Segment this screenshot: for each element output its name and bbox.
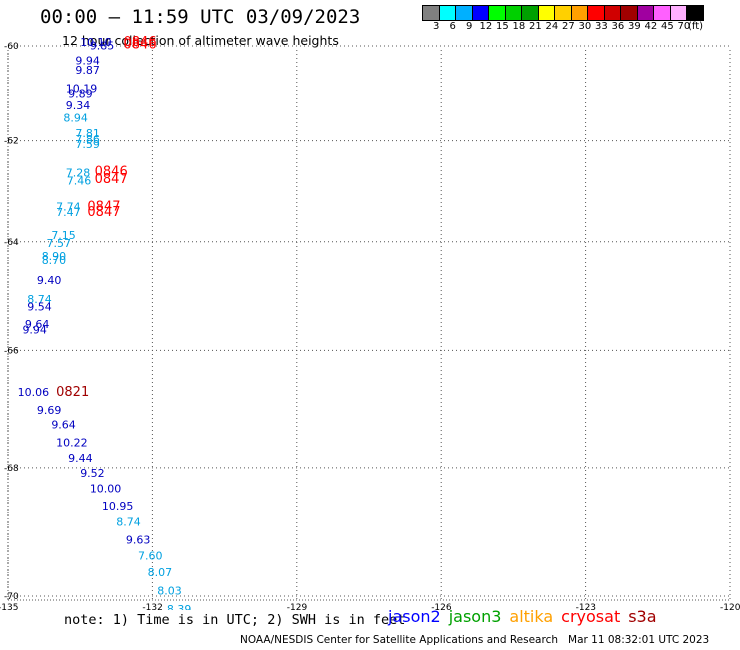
wave-height-value: 7.59	[75, 138, 100, 151]
time-labels: 08460846084608470847084708210820	[56, 35, 157, 400]
pass-time-label: 0847	[95, 172, 128, 187]
wave-height-value: 7.74	[56, 201, 80, 214]
wave-height-value: 10.95	[102, 500, 134, 513]
color-scale-label: 12	[479, 21, 493, 32]
wave-height-value: 9.89	[68, 87, 93, 100]
mission-s3a: s3a	[628, 607, 657, 626]
wave-height-map: -60 -62 -64 -66 -68 -70-135 -132 -129 -126 -123 -1…	[0, 35, 740, 610]
graticule	[7, 45, 731, 600]
color-scale-label: 39	[628, 21, 641, 32]
pass-time-label: 0846	[95, 164, 128, 179]
wave-height-value: 9.69	[37, 404, 62, 417]
wave-height-value: 9.64	[25, 318, 49, 331]
wave-height-value: 7.86	[75, 133, 100, 146]
wave-height-value: 8.74	[116, 515, 141, 528]
color-scale-label: 42	[644, 21, 658, 32]
color-scale-label: 45	[661, 21, 674, 32]
wave-height-value: 9.34	[66, 99, 91, 112]
observations: 10.109.859.949.8710.199.899.348.947.817.…	[18, 36, 192, 610]
pass-time-label: 0821	[56, 385, 89, 400]
map-title: 00:00 — 11:59 UTC 03/09/2023	[40, 6, 361, 28]
wave-height-value: 10.22	[56, 437, 87, 450]
lon-label: -129	[287, 603, 308, 610]
wave-height-value: 10.00	[90, 483, 122, 496]
color-scale-label: 9	[466, 21, 473, 32]
color-scale-bar	[422, 5, 704, 21]
lon-label: -135	[0, 603, 18, 610]
lat-label: -64	[4, 238, 19, 248]
lat-label: -62	[4, 137, 19, 147]
color-scale-label: 30	[578, 21, 592, 32]
wave-height-value: 9.40	[37, 274, 62, 287]
wave-height-value: 7.46	[67, 174, 92, 187]
wave-height-value: 8.90	[42, 250, 66, 263]
color-scale-label: 70	[677, 21, 691, 32]
wave-height-value: 7.60	[138, 550, 163, 563]
mission-jason3: jason3	[448, 607, 502, 626]
wave-height-value: 9.87	[75, 64, 100, 77]
color-scale-label: 24	[545, 21, 559, 32]
units-note: note: 1) Time is in UTC; 2) SWH is in fe…	[64, 612, 406, 628]
lon-label: -132	[142, 603, 162, 610]
wave-height-value: 7.28	[66, 166, 91, 179]
mission-jason2: jason2	[388, 607, 441, 626]
wave-height-value: 9.44	[68, 452, 93, 465]
mission-legend: jason2 jason3 altika cryosat s3a	[388, 607, 665, 626]
wave-height-value: 8.03	[157, 585, 182, 598]
wave-height-value: 9.94	[75, 54, 100, 67]
lon-label: -126	[431, 603, 452, 610]
wave-height-value: 7.15	[51, 229, 76, 242]
map-frame	[7, 50, 730, 601]
color-scale-label: 27	[562, 21, 575, 32]
wave-height-value: 7.57	[47, 237, 72, 250]
wave-height-value: 10.06	[18, 386, 50, 399]
color-scale-unit: (ft)	[688, 21, 704, 32]
pass-time-label: 0847	[87, 205, 120, 220]
pass-time-label: 0847	[87, 200, 120, 215]
color-swatch	[686, 5, 704, 21]
color-scale-label: 21	[529, 21, 542, 32]
lat-label: -70	[4, 592, 19, 602]
wave-height-value: 8.94	[63, 111, 88, 124]
color-scale-label: 6	[449, 21, 456, 32]
map-subtitle: 12 hour collection of altimeter wave hei…	[62, 33, 339, 48]
pass-time-label: 0846	[124, 37, 157, 52]
wave-height-value: 9.85	[90, 40, 115, 53]
wave-height-value: 8.07	[148, 566, 173, 579]
lon-label: -123	[576, 603, 596, 610]
wave-height-value: 10.10	[80, 36, 112, 49]
wave-height-value: 9.94	[22, 324, 47, 337]
wave-height-value: 7.81	[75, 127, 100, 140]
color-scale-label: 36	[611, 21, 625, 32]
pass-time-label: 0846	[124, 35, 157, 50]
color-scale-label: 3	[433, 21, 440, 32]
color-scale-label: 33	[595, 21, 608, 32]
wave-height-value: 9.64	[51, 419, 76, 432]
axis-labels: -60 -62 -64 -66 -68 -70-135 -132 -129 -126 -123 -1…	[0, 42, 740, 610]
credit-line: NOAA/NESDIS Center for Satellite Applica…	[240, 634, 710, 646]
wave-height-value: 9.63	[126, 533, 151, 546]
color-scale-label: 18	[512, 21, 526, 32]
mission-altika: altika	[509, 607, 554, 626]
wave-height-value: 7.47	[56, 206, 80, 219]
wave-height-value: 8.70	[42, 254, 66, 267]
wave-height-value: 9.54	[27, 300, 52, 313]
mission-cryosat: cryosat	[561, 607, 621, 626]
lon-label: -120	[720, 603, 740, 610]
lat-label: -66	[4, 346, 19, 356]
lat-label: -68	[4, 464, 19, 474]
lat-label: -60	[4, 42, 19, 52]
wave-height-value: 8.74	[27, 293, 52, 306]
wave-height-value: 10.19	[66, 83, 98, 96]
color-scale-label: 15	[496, 21, 509, 32]
wave-height-value: 9.52	[80, 467, 105, 480]
wave-height-value: 8.39	[167, 603, 192, 610]
